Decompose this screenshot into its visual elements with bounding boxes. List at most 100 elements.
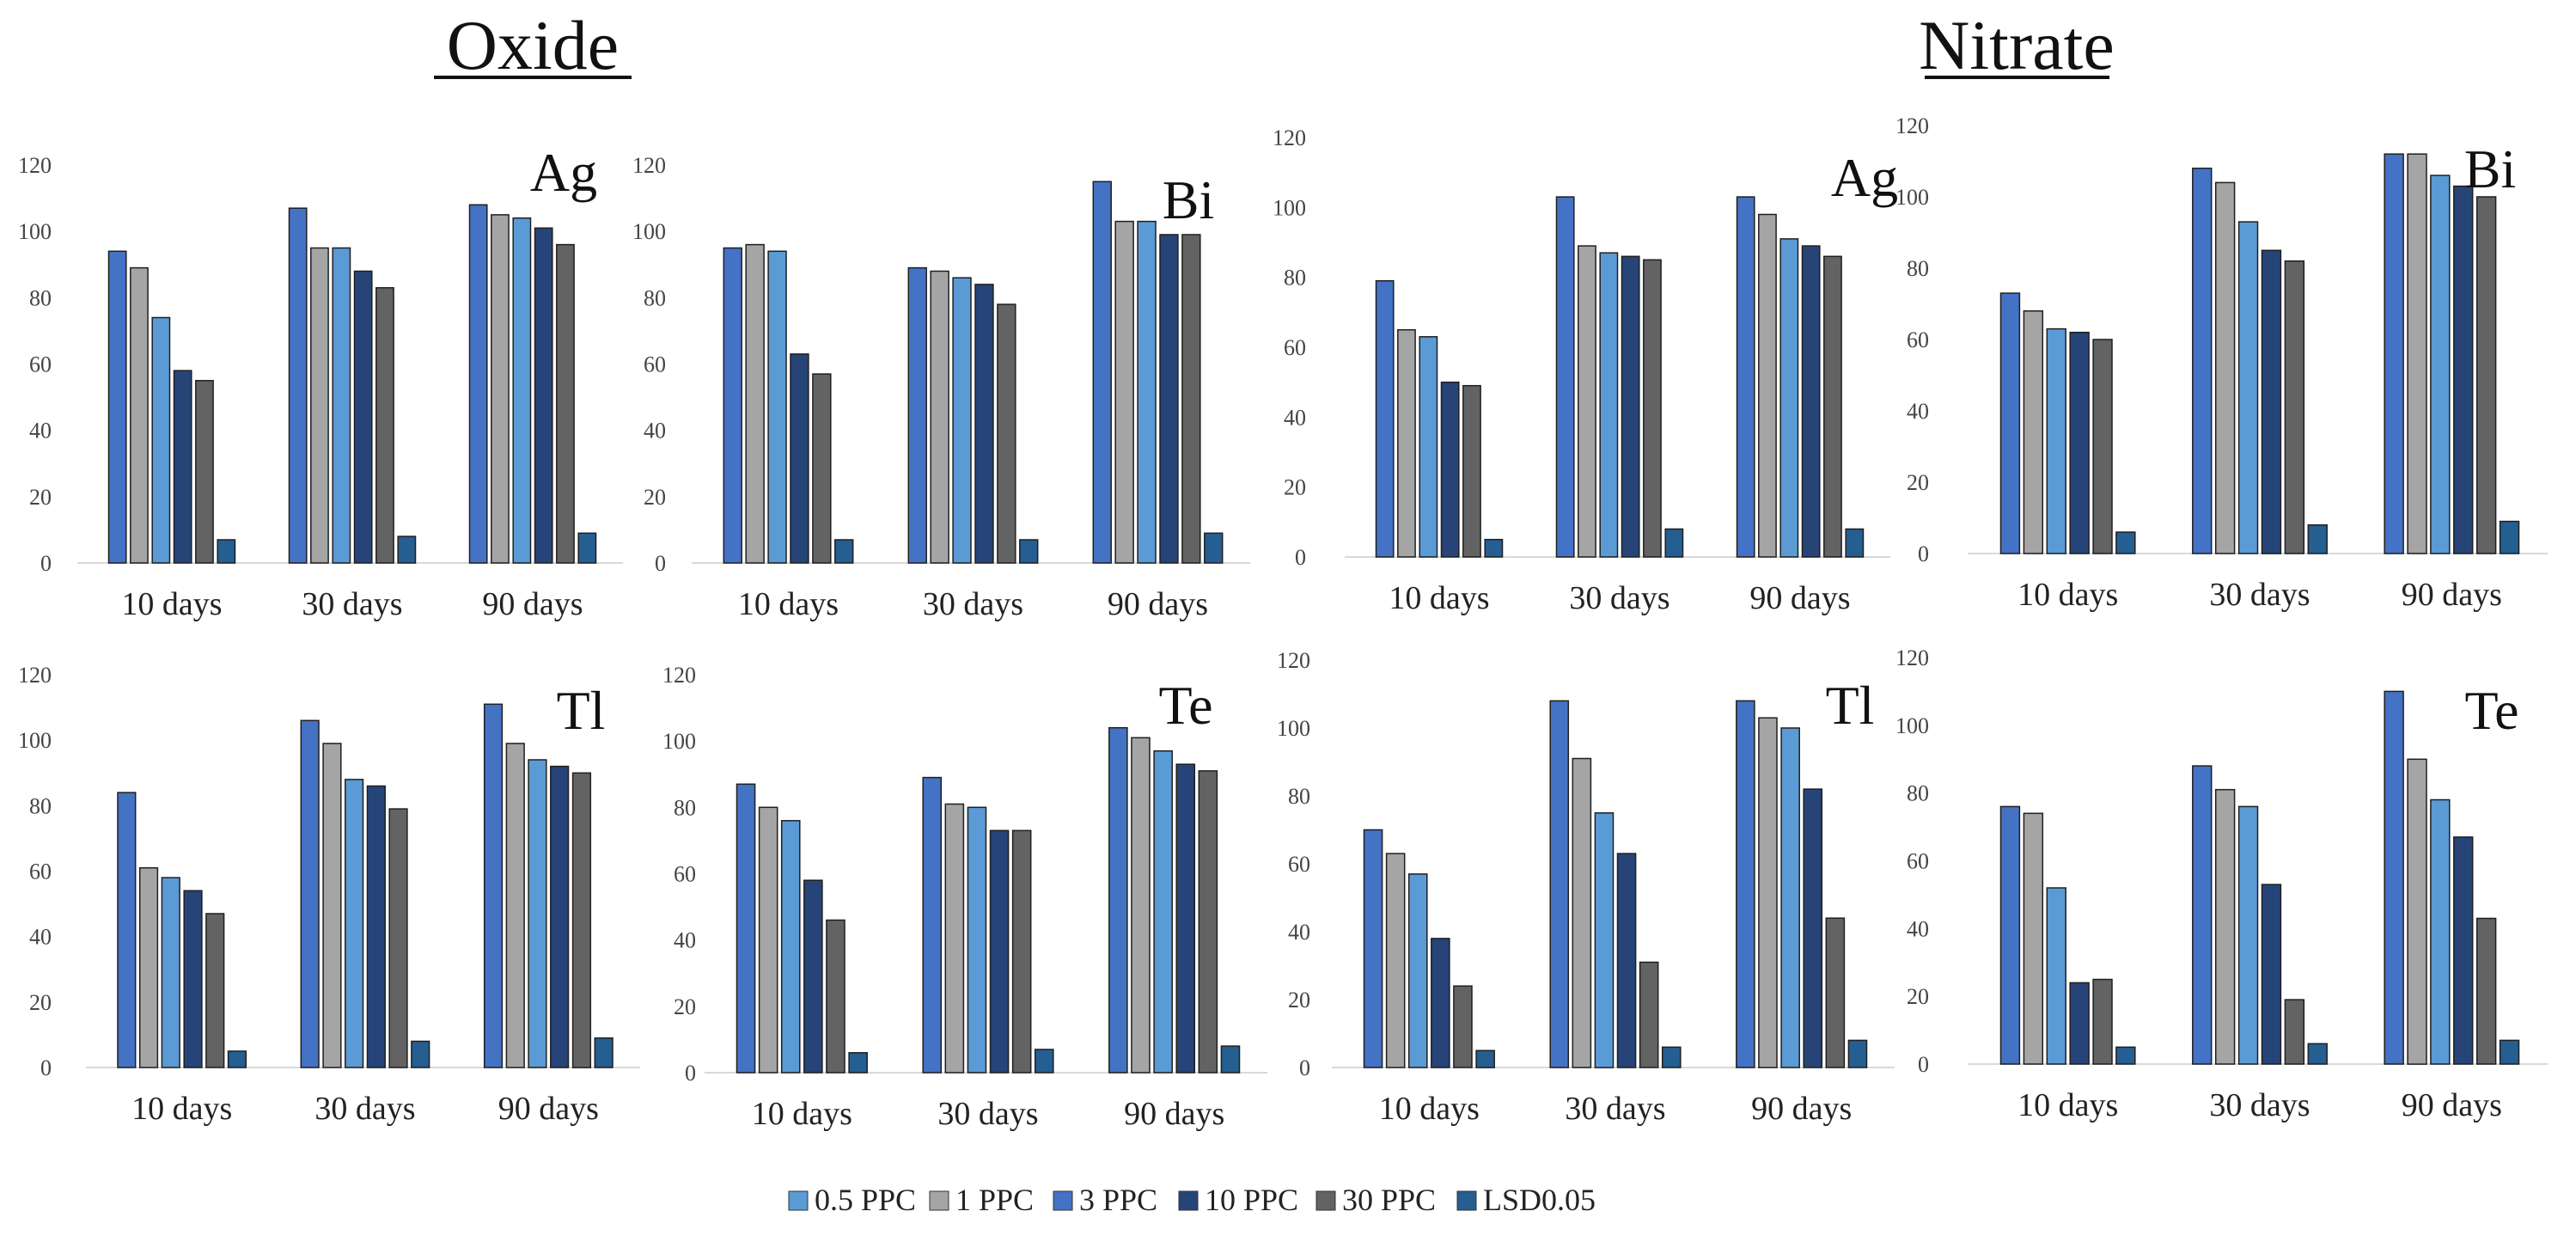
- category-label: 30 days: [314, 1091, 415, 1127]
- bar-3-ppc-10-days: [1999, 805, 2021, 1065]
- bar-0-5-ppc-90-days: [2430, 798, 2451, 1065]
- legend: 0.5 PPC 1 PPC 3 PPC 10 PPC 30 PPC LSD0.05: [788, 1183, 1596, 1217]
- category-label: 90 days: [1751, 1091, 1852, 1127]
- y-tick-label: 100: [632, 219, 666, 244]
- section-title-nitrate-text: Nitrate: [1919, 6, 2115, 84]
- category-label: 30 days: [2209, 1087, 2310, 1123]
- y-tick-label: 20: [29, 990, 52, 1015]
- y-tick-label: 0: [1918, 1052, 1929, 1077]
- bar-30-ppc-90-days: [1181, 234, 1201, 564]
- bar-1-ppc-30-days: [930, 270, 949, 564]
- y-tick-label: 60: [1284, 335, 1306, 360]
- bar-0-5-ppc-30-days: [967, 806, 987, 1074]
- y-tick-label: 0: [685, 1061, 696, 1086]
- bar-3-ppc-90-days: [1736, 196, 1755, 558]
- bar-3-ppc-10-days: [107, 250, 127, 564]
- bar-10-ppc-10-days: [183, 890, 203, 1068]
- bar-0-5-ppc-90-days: [2430, 174, 2451, 554]
- y-tick-label: 80: [29, 285, 52, 310]
- element-label: Te: [2464, 680, 2518, 741]
- y-tick-label: 60: [1907, 849, 1929, 874]
- bar-1-ppc-90-days: [2407, 153, 2427, 554]
- category-label: 90 days: [1749, 580, 1850, 616]
- y-tick-label: 100: [1895, 185, 1929, 210]
- bar-30-ppc-90-days: [556, 243, 575, 564]
- bar-lsd0-05-10-days: [2115, 1046, 2136, 1065]
- bar-1-ppc-90-days: [491, 214, 510, 564]
- bar-3-ppc-30-days: [288, 207, 308, 564]
- bar-30-ppc-30-days: [997, 303, 1016, 564]
- bar-1-ppc-30-days: [1578, 245, 1596, 558]
- y-tick-label: 20: [1907, 470, 1929, 495]
- category-label: 10 days: [1389, 580, 1489, 616]
- category-label: 10 days: [752, 1096, 852, 1132]
- chart-nitrate-ag: 0 20 40 60 80 100 120 10 days 30 days 90 days Ag: [1273, 125, 1898, 616]
- y-tick-label: 80: [1907, 781, 1929, 806]
- category-label: 30 days: [2209, 577, 2310, 613]
- bar-1-ppc-90-days: [1114, 220, 1134, 564]
- y-tick-label: 20: [1284, 475, 1306, 500]
- bar-0-5-ppc-90-days: [1780, 727, 1800, 1068]
- y-tick-label: 120: [18, 663, 52, 688]
- y-tick-label: 120: [1273, 125, 1306, 150]
- category-label: 10 days: [121, 586, 222, 622]
- section-title-oxide-text: Oxide: [447, 6, 619, 84]
- y-tick-label: 100: [662, 729, 696, 754]
- bar-0-5-ppc-90-days: [528, 759, 547, 1068]
- y-tick-label: 20: [674, 994, 696, 1019]
- bar-3-ppc-90-days: [1736, 700, 1755, 1068]
- category-label: 10 days: [1379, 1091, 1480, 1127]
- legend-item-10-ppc: 10 PPC: [1178, 1183, 1298, 1217]
- bar-30-ppc-10-days: [2092, 978, 2113, 1065]
- category-label: 10 days: [2017, 577, 2118, 613]
- bar-10-ppc-90-days: [1801, 245, 1821, 558]
- bar-0-5-ppc-30-days: [345, 779, 364, 1068]
- chart-oxide-te: 0 20 40 60 80 100 120 10 days 30 days 90 days Te: [662, 663, 1267, 1132]
- y-tick-label: 0: [655, 551, 666, 576]
- y-tick-label: 100: [18, 728, 52, 753]
- legend-label: 1 PPC: [955, 1183, 1034, 1217]
- y-tick-label: 20: [1907, 984, 1929, 1009]
- bar-0-5-ppc-10-days: [1419, 336, 1438, 558]
- bar-lsd0-05-30-days: [1019, 539, 1039, 564]
- bar-30-ppc-90-days: [2475, 196, 2497, 554]
- y-tick-label: 120: [662, 663, 696, 688]
- bar-0-5-ppc-30-days: [952, 277, 972, 564]
- bar-3-ppc-10-days: [1375, 279, 1395, 558]
- category-label: 90 days: [498, 1091, 599, 1127]
- legend-swatch: [1178, 1190, 1199, 1211]
- legend-swatch: [1053, 1190, 1073, 1211]
- y-tick-label: 0: [1295, 545, 1306, 570]
- bar-1-ppc-90-days: [1758, 717, 1778, 1068]
- bar-0-5-ppc-30-days: [2237, 805, 2259, 1065]
- bar-3-ppc-30-days: [1549, 700, 1570, 1068]
- bar-3-ppc-30-days: [2192, 765, 2213, 1065]
- y-tick-label: 20: [644, 485, 666, 510]
- bar-lsd0-05-90-days: [1204, 532, 1224, 564]
- y-tick-label: 120: [1895, 113, 1929, 138]
- category-label: 10 days: [738, 586, 839, 622]
- bar-lsd0-05-90-days: [1845, 528, 1865, 558]
- bar-1-ppc-10-days: [1385, 853, 1406, 1068]
- y-tick-label: 40: [644, 419, 666, 444]
- legend-label: 3 PPC: [1079, 1183, 1157, 1217]
- bar-30-ppc-90-days: [2475, 917, 2497, 1065]
- chart-oxide-tl: 0 20 40 60 80 100 120 10 days 30 days 90 days Tl: [18, 663, 640, 1127]
- bar-3-ppc-10-days: [117, 792, 137, 1068]
- bar-1-ppc-30-days: [322, 743, 342, 1068]
- bar-10-ppc-10-days: [1440, 381, 1460, 558]
- bar-lsd0-05-30-days: [411, 1040, 430, 1068]
- bar-1-ppc-30-days: [944, 803, 965, 1074]
- bar-3-ppc-30-days: [907, 266, 927, 564]
- bar-lsd0-05-90-days: [2499, 1039, 2520, 1065]
- y-tick-label: 100: [1895, 713, 1929, 738]
- bar-lsd0-05-30-days: [1034, 1049, 1054, 1074]
- bar-10-ppc-90-days: [2453, 836, 2474, 1065]
- legend-swatch: [1315, 1190, 1336, 1211]
- bar-lsd0-05-30-days: [1664, 528, 1684, 558]
- bar-3-ppc-90-days: [1108, 726, 1128, 1074]
- bar-1-ppc-10-days: [2023, 812, 2044, 1065]
- chart-oxide-bi: 0 20 40 60 80 100 120 10 days 30 days 90 days Bi: [632, 153, 1250, 622]
- bar-lsd0-05-90-days: [594, 1037, 613, 1068]
